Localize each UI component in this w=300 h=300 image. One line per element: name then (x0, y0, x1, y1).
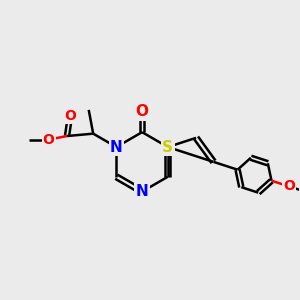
Text: O: O (283, 179, 295, 194)
Text: O: O (136, 104, 148, 119)
Text: O: O (64, 109, 76, 123)
Text: N: N (110, 140, 123, 154)
Text: N: N (136, 184, 148, 199)
Text: O: O (43, 133, 55, 147)
Text: S: S (162, 140, 173, 154)
